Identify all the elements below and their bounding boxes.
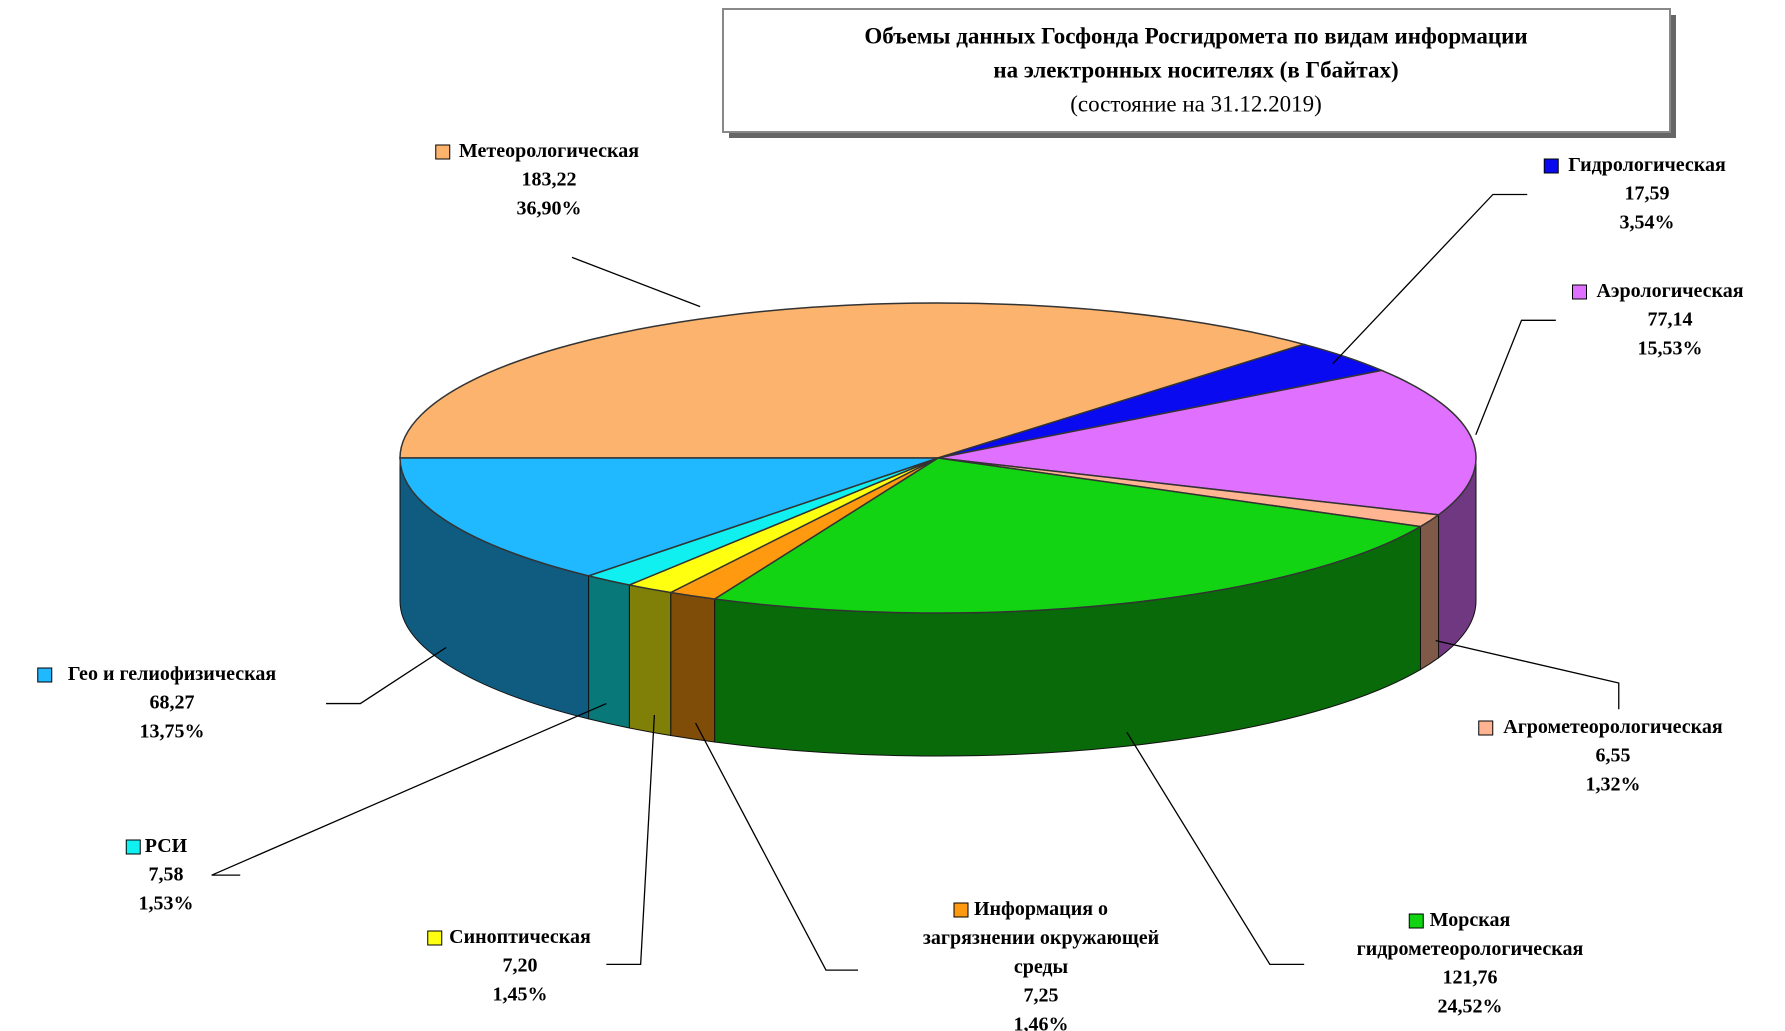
category-label-line: Гидрологическая bbox=[1568, 154, 1726, 176]
value-label: 68,27 bbox=[150, 692, 195, 714]
category-label: Гео и гелиофизическая bbox=[68, 663, 276, 685]
category-label-line: Аэрологическая bbox=[1596, 280, 1743, 302]
legend-swatch bbox=[1408, 913, 1424, 929]
category-label-line: Агрометеорологическая bbox=[1503, 716, 1723, 738]
percent-label: 1,32% bbox=[1586, 774, 1641, 796]
chart-subtitle: (состояние на 31.12.2019) bbox=[1070, 91, 1322, 116]
category-label: Агрометеорологическая bbox=[1503, 716, 1723, 738]
slice-top bbox=[712, 457, 1423, 614]
percent-label: 1,53% bbox=[139, 893, 194, 915]
category-label-line: загрязнении окружающей bbox=[923, 927, 1159, 949]
leader-line bbox=[1435, 640, 1620, 710]
slice-top bbox=[399, 302, 1307, 459]
percent-label: 1,45% bbox=[493, 984, 548, 1006]
leader-line bbox=[1475, 319, 1556, 435]
percent-label: 13,75% bbox=[140, 721, 205, 743]
value-label: 17,59 bbox=[1625, 183, 1670, 205]
leader-line bbox=[606, 714, 656, 966]
value-label: 121,76 bbox=[1443, 967, 1498, 989]
slice-top bbox=[937, 369, 1477, 516]
category-label-line: среды bbox=[1014, 956, 1069, 978]
slice-side bbox=[670, 591, 716, 743]
percent-label: 15,53% bbox=[1638, 338, 1703, 360]
leader-line bbox=[571, 256, 701, 308]
percent-label: 36,90% bbox=[517, 198, 582, 220]
category-label: Синоптическая bbox=[449, 926, 591, 948]
category-label: Информация о загрязнении окружающей среды bbox=[923, 898, 1159, 978]
slice-side bbox=[1419, 513, 1440, 671]
category-label: Метеорологическая bbox=[459, 140, 639, 162]
category-label-line: Гео и гелиофизическая bbox=[68, 663, 276, 685]
percent-label: 24,52% bbox=[1438, 996, 1503, 1018]
value-label: 6,55 bbox=[1596, 745, 1631, 767]
legend-swatch bbox=[435, 144, 451, 160]
legend-swatch bbox=[953, 902, 969, 918]
chart-title: на электронных носителях (в Гбайтах) bbox=[993, 57, 1398, 82]
category-label: Аэрологическая bbox=[1596, 280, 1743, 302]
title-box bbox=[722, 8, 1671, 133]
chart-title: Объемы данных Госфонда Росгидромета по в… bbox=[864, 23, 1527, 48]
legend-swatch bbox=[37, 667, 53, 683]
leader-line bbox=[326, 646, 447, 705]
legend-swatch bbox=[1543, 158, 1559, 174]
value-label: 7,58 bbox=[149, 864, 184, 886]
pie-tops bbox=[399, 302, 1477, 614]
category-label-line: Синоптическая bbox=[449, 926, 591, 948]
slice-side bbox=[588, 575, 630, 729]
value-label: 183,22 bbox=[522, 169, 577, 191]
category-label-line: РСИ bbox=[145, 835, 188, 857]
leader-line bbox=[694, 722, 858, 971]
category-label-line: гидрометеорологическая bbox=[1357, 938, 1584, 960]
legend-swatch bbox=[125, 839, 141, 855]
category-label-line: Морская bbox=[1430, 909, 1511, 931]
percent-label: 1,46% bbox=[1014, 1014, 1069, 1031]
slice-side bbox=[628, 584, 672, 737]
category-label-line: Информация о bbox=[974, 898, 1108, 920]
category-label: Гидрологическая bbox=[1568, 154, 1726, 176]
category-label-line: Метеорологическая bbox=[459, 140, 639, 162]
leader-line bbox=[1332, 193, 1528, 365]
legend-swatch bbox=[1572, 284, 1587, 300]
category-label: РСИ bbox=[145, 835, 188, 857]
value-label: 7,25 bbox=[1024, 985, 1059, 1007]
value-label: 7,20 bbox=[503, 955, 538, 977]
percent-label: 3,54% bbox=[1620, 212, 1675, 234]
legend-swatch bbox=[427, 930, 443, 946]
category-label: Морская гидрометеорологическая bbox=[1357, 909, 1584, 960]
value-label: 77,14 bbox=[1648, 309, 1693, 331]
slice-top bbox=[399, 457, 939, 577]
leader-line bbox=[1126, 731, 1305, 966]
legend-swatch bbox=[1478, 720, 1494, 736]
leader-line bbox=[211, 702, 607, 876]
